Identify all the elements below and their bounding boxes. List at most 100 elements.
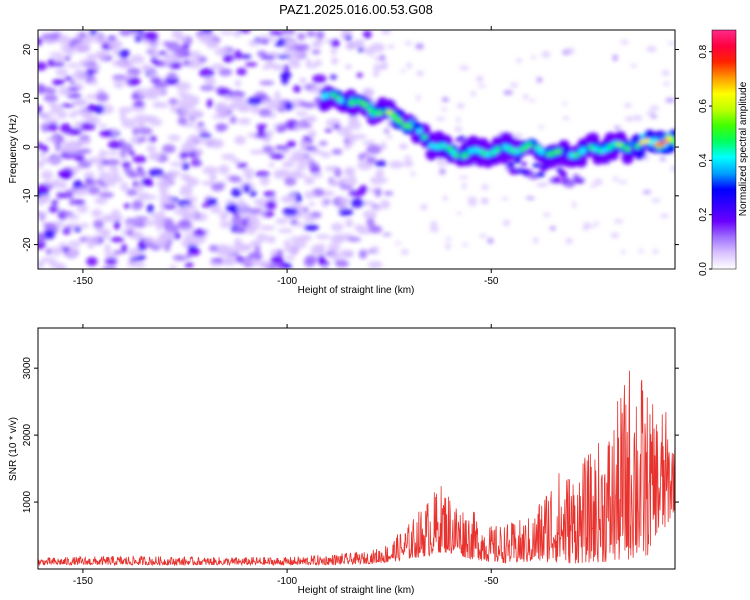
heatmap-noise-cell xyxy=(119,151,126,157)
heatmap-noise-cell xyxy=(64,49,75,56)
heatmap-noise-cell xyxy=(98,182,107,187)
heatmap-noise-cell xyxy=(113,49,120,56)
heatmap-noise-cell xyxy=(501,197,509,201)
heatmap-noise-cell xyxy=(311,49,321,55)
heatmap-ridge-cell xyxy=(500,158,508,165)
heatmap-noise-cell xyxy=(292,222,306,227)
heatmap-noise-cell xyxy=(458,175,469,180)
heatmap-noise-cell xyxy=(254,171,271,177)
heatmap-noise-cell xyxy=(76,139,91,146)
heatmap-noise-cell xyxy=(209,141,224,149)
heatmap-noise-cell xyxy=(108,165,119,172)
snr-x-tick-label: -150 xyxy=(73,576,93,587)
heatmap-noise-cell xyxy=(204,76,216,87)
colorbar-tick-label: 0.6 xyxy=(698,99,709,113)
heatmap-noise-cell xyxy=(274,41,287,47)
snr-x-tick-label: -50 xyxy=(484,576,499,587)
heatmap-noise-cell xyxy=(89,79,98,86)
heatmap-noise-cell xyxy=(71,98,88,106)
heatmap-noise-cell xyxy=(270,256,284,265)
heatmap-noise-cell xyxy=(649,105,659,112)
heatmap-noise-cell xyxy=(221,153,236,161)
heatmap-noise-cell xyxy=(49,52,64,57)
heatmap-noise-cell xyxy=(78,160,92,169)
heatmap-noise-cell xyxy=(670,165,675,172)
heatmap-ridge-cell xyxy=(666,136,673,142)
heatmap-noise-cell xyxy=(541,51,551,58)
heatmap-noise-cell xyxy=(617,180,628,184)
heatmap-y-tick-label: -10 xyxy=(22,188,33,203)
heatmap-noise-cell xyxy=(531,55,537,59)
heatmap-noise-cell xyxy=(345,218,354,228)
heatmap-noise-cell xyxy=(132,155,147,163)
heatmap-noise-cell xyxy=(301,102,317,109)
heatmap-noise-cell xyxy=(299,77,307,84)
heatmap-noise-cell xyxy=(329,74,337,80)
heatmap-noise-cell xyxy=(659,213,670,218)
heatmap-noise-cell xyxy=(67,87,80,92)
page-title: PAZ1.2025.016.00.53.G08 xyxy=(279,2,433,17)
heatmap-noise-cell xyxy=(159,189,167,196)
snr-x-axis-label: Height of straight line (km) xyxy=(298,585,415,596)
heatmap-noise-cell xyxy=(73,226,82,232)
heatmap-noise-cell xyxy=(87,186,101,195)
heatmap-noise-cell xyxy=(51,199,59,206)
heatmap-noise-cell xyxy=(179,188,193,197)
heatmap-noise-cell xyxy=(481,198,489,203)
heatmap-noise-cell xyxy=(66,93,82,99)
heatmap-noise-cell xyxy=(38,160,44,169)
heatmap-noise-cell xyxy=(379,54,385,59)
heatmap-noise-cell xyxy=(324,199,331,204)
heatmap-noise-cell xyxy=(73,42,89,53)
heatmap-noise-cell xyxy=(487,237,494,244)
heatmap-noise-cell xyxy=(119,30,132,37)
heatmap-noise-cell xyxy=(372,205,382,211)
heatmap-noise-cell xyxy=(225,203,240,214)
heatmap-noise-cell xyxy=(244,170,254,181)
heatmap-noise-cell xyxy=(256,50,267,58)
snr-frame xyxy=(37,327,676,570)
colorbar: 0.0 0.2 0.4 0.6 0.8 Normalized spectral ampl… xyxy=(698,29,749,276)
heatmap-noise-cell xyxy=(38,260,45,269)
heatmap-noise-cell xyxy=(183,146,198,151)
heatmap-noise-cell xyxy=(148,87,164,95)
heatmap-noise-cell xyxy=(612,54,618,62)
heatmap-noise-cell xyxy=(211,114,227,119)
heatmap-x-axis-label: Height of straight line (km) xyxy=(298,285,415,296)
heatmap-noise-cell xyxy=(513,133,523,139)
snr-y-tick-label: 3000 xyxy=(22,357,33,380)
heatmap-y-tick-label: 0 xyxy=(22,144,33,150)
heatmap-noise-cell xyxy=(394,241,402,245)
heatmap-noise-cell xyxy=(146,145,157,153)
heatmap-noise-cell xyxy=(286,140,297,148)
heatmap-ridge-cell xyxy=(514,148,521,154)
heatmap-noise-cell xyxy=(41,144,49,154)
heatmap-noise-cell xyxy=(331,222,344,232)
heatmap-noise-cell xyxy=(610,232,620,239)
heatmap-noise-cell xyxy=(456,102,465,109)
heatmap-noise-cell xyxy=(149,69,158,79)
heatmap-noise-cell xyxy=(415,95,421,101)
heatmap-noise-cell xyxy=(368,139,375,145)
colorbar-tick-label: 0.8 xyxy=(698,44,709,58)
heatmap-noise-cell xyxy=(137,192,151,201)
heatmap-noise-cell xyxy=(80,122,97,131)
heatmap-noise-cell xyxy=(170,103,177,113)
heatmap-noise-cell xyxy=(370,176,385,185)
heatmap-noise-cell xyxy=(249,149,266,155)
heatmap-noise-cell xyxy=(129,231,144,240)
heatmap-noise-cell xyxy=(128,77,141,86)
heatmap-noise-cell xyxy=(375,169,385,178)
heatmap-ridge-cell xyxy=(559,170,568,178)
heatmap-noise-cell xyxy=(328,180,341,187)
heatmap-ridge-cell xyxy=(644,138,651,144)
heatmap-noise-cell xyxy=(481,184,489,191)
heatmap-noise-cell xyxy=(198,133,213,138)
heatmap-noise-cell xyxy=(201,203,213,208)
heatmap-noise-cell xyxy=(357,226,372,235)
heatmap-noise-cell xyxy=(59,146,67,153)
heatmap-noise-cell xyxy=(208,244,219,252)
heatmap-noise-cell xyxy=(278,228,293,234)
heatmap-noise-cell xyxy=(663,81,670,86)
heatmap-ridge-cell xyxy=(453,152,460,158)
